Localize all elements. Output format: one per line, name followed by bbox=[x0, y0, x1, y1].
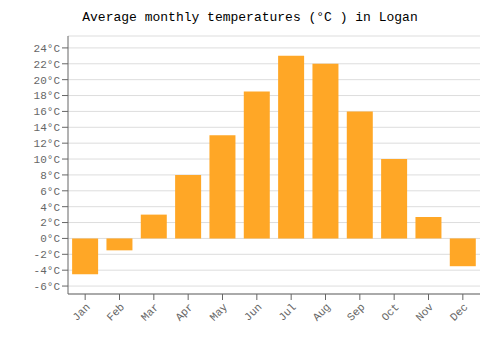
svg-text:Mar: Mar bbox=[139, 301, 161, 323]
svg-text:Dec: Dec bbox=[448, 301, 470, 323]
svg-text:May: May bbox=[208, 301, 231, 324]
svg-text:6°C: 6°C bbox=[40, 186, 60, 198]
svg-text:-6°C: -6°C bbox=[34, 281, 61, 293]
svg-text:Feb: Feb bbox=[105, 301, 127, 323]
svg-text:Aug: Aug bbox=[311, 301, 333, 323]
svg-text:Sep: Sep bbox=[345, 301, 367, 323]
html-text:Average monthly temperatures (: Average monthly temperatures (°C ) in Lo… bbox=[82, 10, 418, 25]
svg-text:-4°C: -4°C bbox=[34, 265, 61, 277]
svg-text:0°C: 0°C bbox=[40, 233, 60, 245]
svg-text:12°C: 12°C bbox=[34, 138, 61, 150]
svg-text:16°C: 16°C bbox=[34, 106, 61, 118]
svg-text:Jul: Jul bbox=[276, 301, 298, 323]
svg-text:4°C: 4°C bbox=[40, 202, 60, 214]
svg-text:14°C: 14°C bbox=[34, 122, 61, 134]
svg-text:8°C: 8°C bbox=[40, 170, 60, 182]
svg-text:22°C: 22°C bbox=[34, 59, 61, 71]
svg-text:Oct: Oct bbox=[379, 301, 401, 323]
svg-text:18°C: 18°C bbox=[34, 90, 61, 102]
svg-text:2°C: 2°C bbox=[40, 217, 60, 229]
svg-text:20°C: 20°C bbox=[34, 75, 61, 87]
svg-text:24°C: 24°C bbox=[34, 43, 61, 55]
svg-text:-2°C: -2°C bbox=[34, 249, 61, 261]
svg-text:Apr: Apr bbox=[173, 301, 195, 323]
svg-text:Nov: Nov bbox=[414, 301, 437, 324]
svg-text:Jan: Jan bbox=[70, 301, 92, 323]
svg-text:10°C: 10°C bbox=[34, 154, 61, 166]
svg-text:Jun: Jun bbox=[242, 301, 264, 323]
